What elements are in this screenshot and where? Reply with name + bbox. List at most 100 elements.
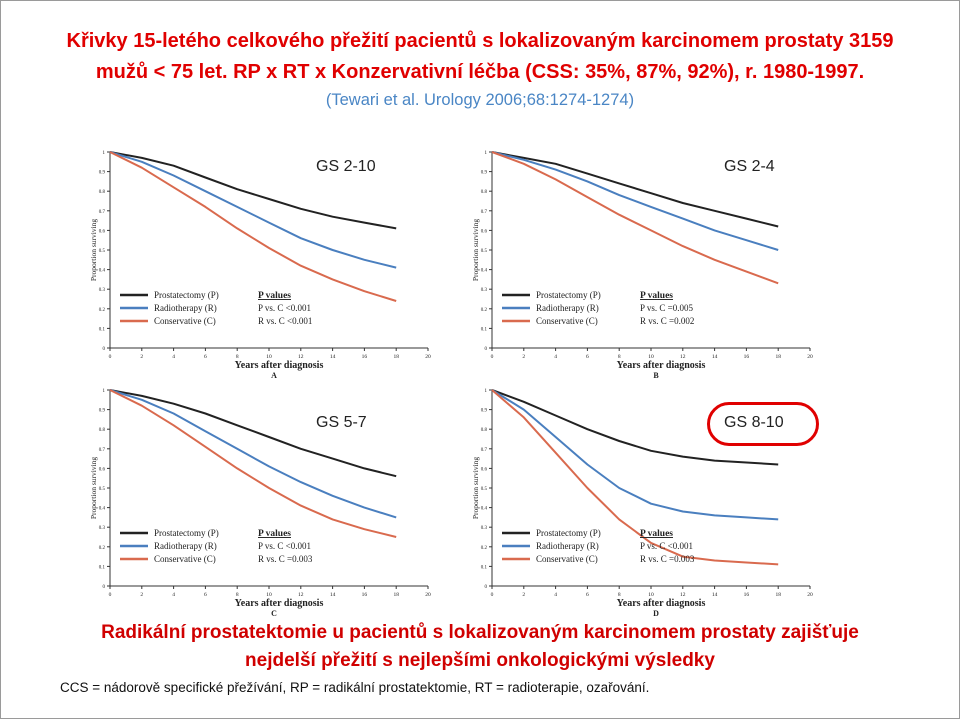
x-tick-label: 20 — [807, 354, 813, 360]
x-tick-label: 12 — [680, 354, 686, 360]
y-tick-label: 0.2 — [481, 546, 488, 551]
y-tick-label: 1 — [103, 151, 106, 156]
y-tick-label: 0.5 — [481, 249, 488, 254]
x-tick-label: 12 — [298, 592, 304, 598]
slide-title-line2: mužů < 75 let. RP x RT x Konzervativní l… — [95, 61, 865, 83]
legend-label-radiotherapy: Radiotherapy (R) — [154, 541, 217, 551]
y-tick-label: 0.7 — [481, 448, 488, 453]
y-axis-label: Proportion surviving — [89, 219, 98, 282]
y-tick-label: 0.9 — [481, 171, 488, 176]
citation-authors: (Tewari et al. — [325, 91, 420, 109]
x-tick-label: 8 — [236, 354, 239, 360]
x-tick-label: 16 — [744, 354, 750, 360]
x-tick-label: 0 — [109, 592, 112, 598]
panel-letter: D — [653, 609, 659, 618]
x-tick-label: 8 — [236, 592, 239, 598]
y-tick-label: 0.5 — [99, 249, 106, 254]
x-tick-label: 20 — [425, 592, 431, 598]
x-tick-label: 0 — [491, 354, 494, 360]
pvalue-text: R vs. C <0.001 — [258, 316, 312, 326]
x-axis-label: Years after diagnosis — [617, 360, 706, 371]
y-tick-label: 0.1 — [99, 565, 106, 570]
x-axis-label: Years after diagnosis — [617, 598, 706, 609]
chart-panel-c: 0 0.1 0.2 0.3 0.4 0.5 0.6 0.7 0.8 0.9 1 0 2 4 6 8 10 12 14… — [88, 378, 431, 618]
y-tick-label: 1 — [485, 151, 488, 156]
y-tick-label: 0.8 — [99, 190, 106, 195]
x-tick-label: 0 — [491, 592, 494, 598]
legend-label-conservative: Conservative (C) — [536, 316, 598, 326]
x-tick-label: 4 — [554, 592, 557, 598]
y-tick-label: 0.3 — [481, 526, 488, 531]
series-line-conservative — [109, 151, 397, 302]
y-tick-label: 0 — [485, 347, 488, 352]
legend-label-prostatectomy: Prostatectomy (P) — [536, 528, 601, 538]
y-tick-label: 0.3 — [481, 288, 488, 293]
x-tick-label: 18 — [775, 354, 781, 360]
x-tick-label: 14 — [712, 592, 718, 598]
x-tick-label: 14 — [330, 592, 336, 598]
legend-label-prostatectomy: Prostatectomy (P) — [154, 528, 219, 538]
series-line-prostatectomy — [109, 389, 397, 478]
x-tick-label: 14 — [712, 354, 718, 360]
slide-title-line1: Křivky 15-letého celkového přežití pacie… — [66, 30, 894, 52]
y-tick-label: 0.7 — [481, 210, 488, 215]
y-tick-label: 0.5 — [481, 487, 488, 492]
x-tick-label: 20 — [425, 354, 431, 360]
y-tick-label: 0 — [485, 585, 488, 590]
panel-letter: B — [653, 371, 659, 380]
pvalue-text: P vs. C <0.001 — [258, 303, 311, 313]
x-tick-label: 10 — [648, 354, 654, 360]
legend-label-conservative: Conservative (C) — [154, 316, 216, 326]
legend-label-conservative: Conservative (C) — [154, 554, 216, 564]
series-line-prostatectomy — [109, 151, 397, 230]
highlight-ellipse — [707, 402, 819, 446]
x-tick-label: 0 — [109, 354, 112, 360]
x-tick-label: 4 — [172, 592, 175, 598]
series-line-radiotherapy — [491, 389, 779, 521]
y-tick-label: 0 — [103, 347, 106, 352]
pvalue-text: P vs. C <0.001 — [640, 541, 693, 551]
series-line-prostatectomy — [491, 389, 779, 466]
y-tick-label: 0.2 — [99, 546, 106, 551]
y-tick-label: 0.2 — [99, 308, 106, 313]
legend-label-radiotherapy: Radiotherapy (R) — [536, 303, 599, 313]
pvalue-text: P vs. C <0.001 — [258, 541, 311, 551]
x-tick-label: 2 — [522, 592, 525, 598]
conclusion-line2: nejdelší přežití s nejlepšími onkologick… — [245, 650, 715, 671]
pvalues-title: P values — [258, 529, 291, 539]
legend-label-conservative: Conservative (C) — [536, 554, 598, 564]
x-tick-label: 2 — [140, 354, 143, 360]
panel-letter: C — [271, 609, 277, 618]
series-line-radiotherapy — [491, 151, 779, 251]
y-axis-label: Proportion surviving — [471, 219, 480, 282]
pvalue-text: R vs. C =0.003 — [640, 554, 695, 564]
chart-panel-b: 0 0.1 0.2 0.3 0.4 0.5 0.6 0.7 0.8 0.9 1 0 2 4 6 8 10 12 14… — [470, 140, 813, 380]
series-line-radiotherapy — [109, 151, 397, 269]
y-tick-label: 0.7 — [99, 210, 106, 215]
y-tick-label: 0 — [103, 585, 106, 590]
group-label-d: GS 8-10 — [724, 414, 784, 431]
y-tick-label: 0.1 — [99, 327, 106, 332]
x-tick-label: 12 — [680, 592, 686, 598]
legend-label-radiotherapy: Radiotherapy (R) — [154, 303, 217, 313]
x-tick-label: 2 — [140, 592, 143, 598]
x-tick-label: 12 — [298, 354, 304, 360]
pvalues-title: P values — [258, 291, 291, 301]
series-line-radiotherapy — [109, 389, 397, 519]
y-tick-label: 0.9 — [99, 409, 106, 414]
x-tick-label: 18 — [393, 592, 399, 598]
y-tick-label: 0.6 — [481, 229, 488, 234]
legend-label-prostatectomy: Prostatectomy (P) — [154, 290, 219, 300]
x-tick-label: 10 — [648, 592, 654, 598]
y-tick-label: 0.6 — [99, 229, 106, 234]
series-line-conservative — [491, 389, 779, 566]
chart-b-svg: 00.10.20.30.40.50.60.70.80.910 2 4 6 8 10 12 14… — [471, 151, 813, 380]
x-tick-label: 6 — [586, 354, 589, 360]
citation-source: Urology 2006;68:1274-1274) — [424, 91, 635, 109]
chart-c-svg: 00.10.20.30.40.50.60.70.80.910 2 4 6 8 10 12 14… — [89, 389, 431, 618]
y-axis-label: Proportion surviving — [89, 457, 98, 520]
y-tick-label: 0.1 — [481, 565, 488, 570]
series-line-conservative — [491, 151, 779, 285]
x-tick-label: 16 — [362, 592, 368, 598]
y-tick-label: 0.4 — [481, 507, 488, 512]
